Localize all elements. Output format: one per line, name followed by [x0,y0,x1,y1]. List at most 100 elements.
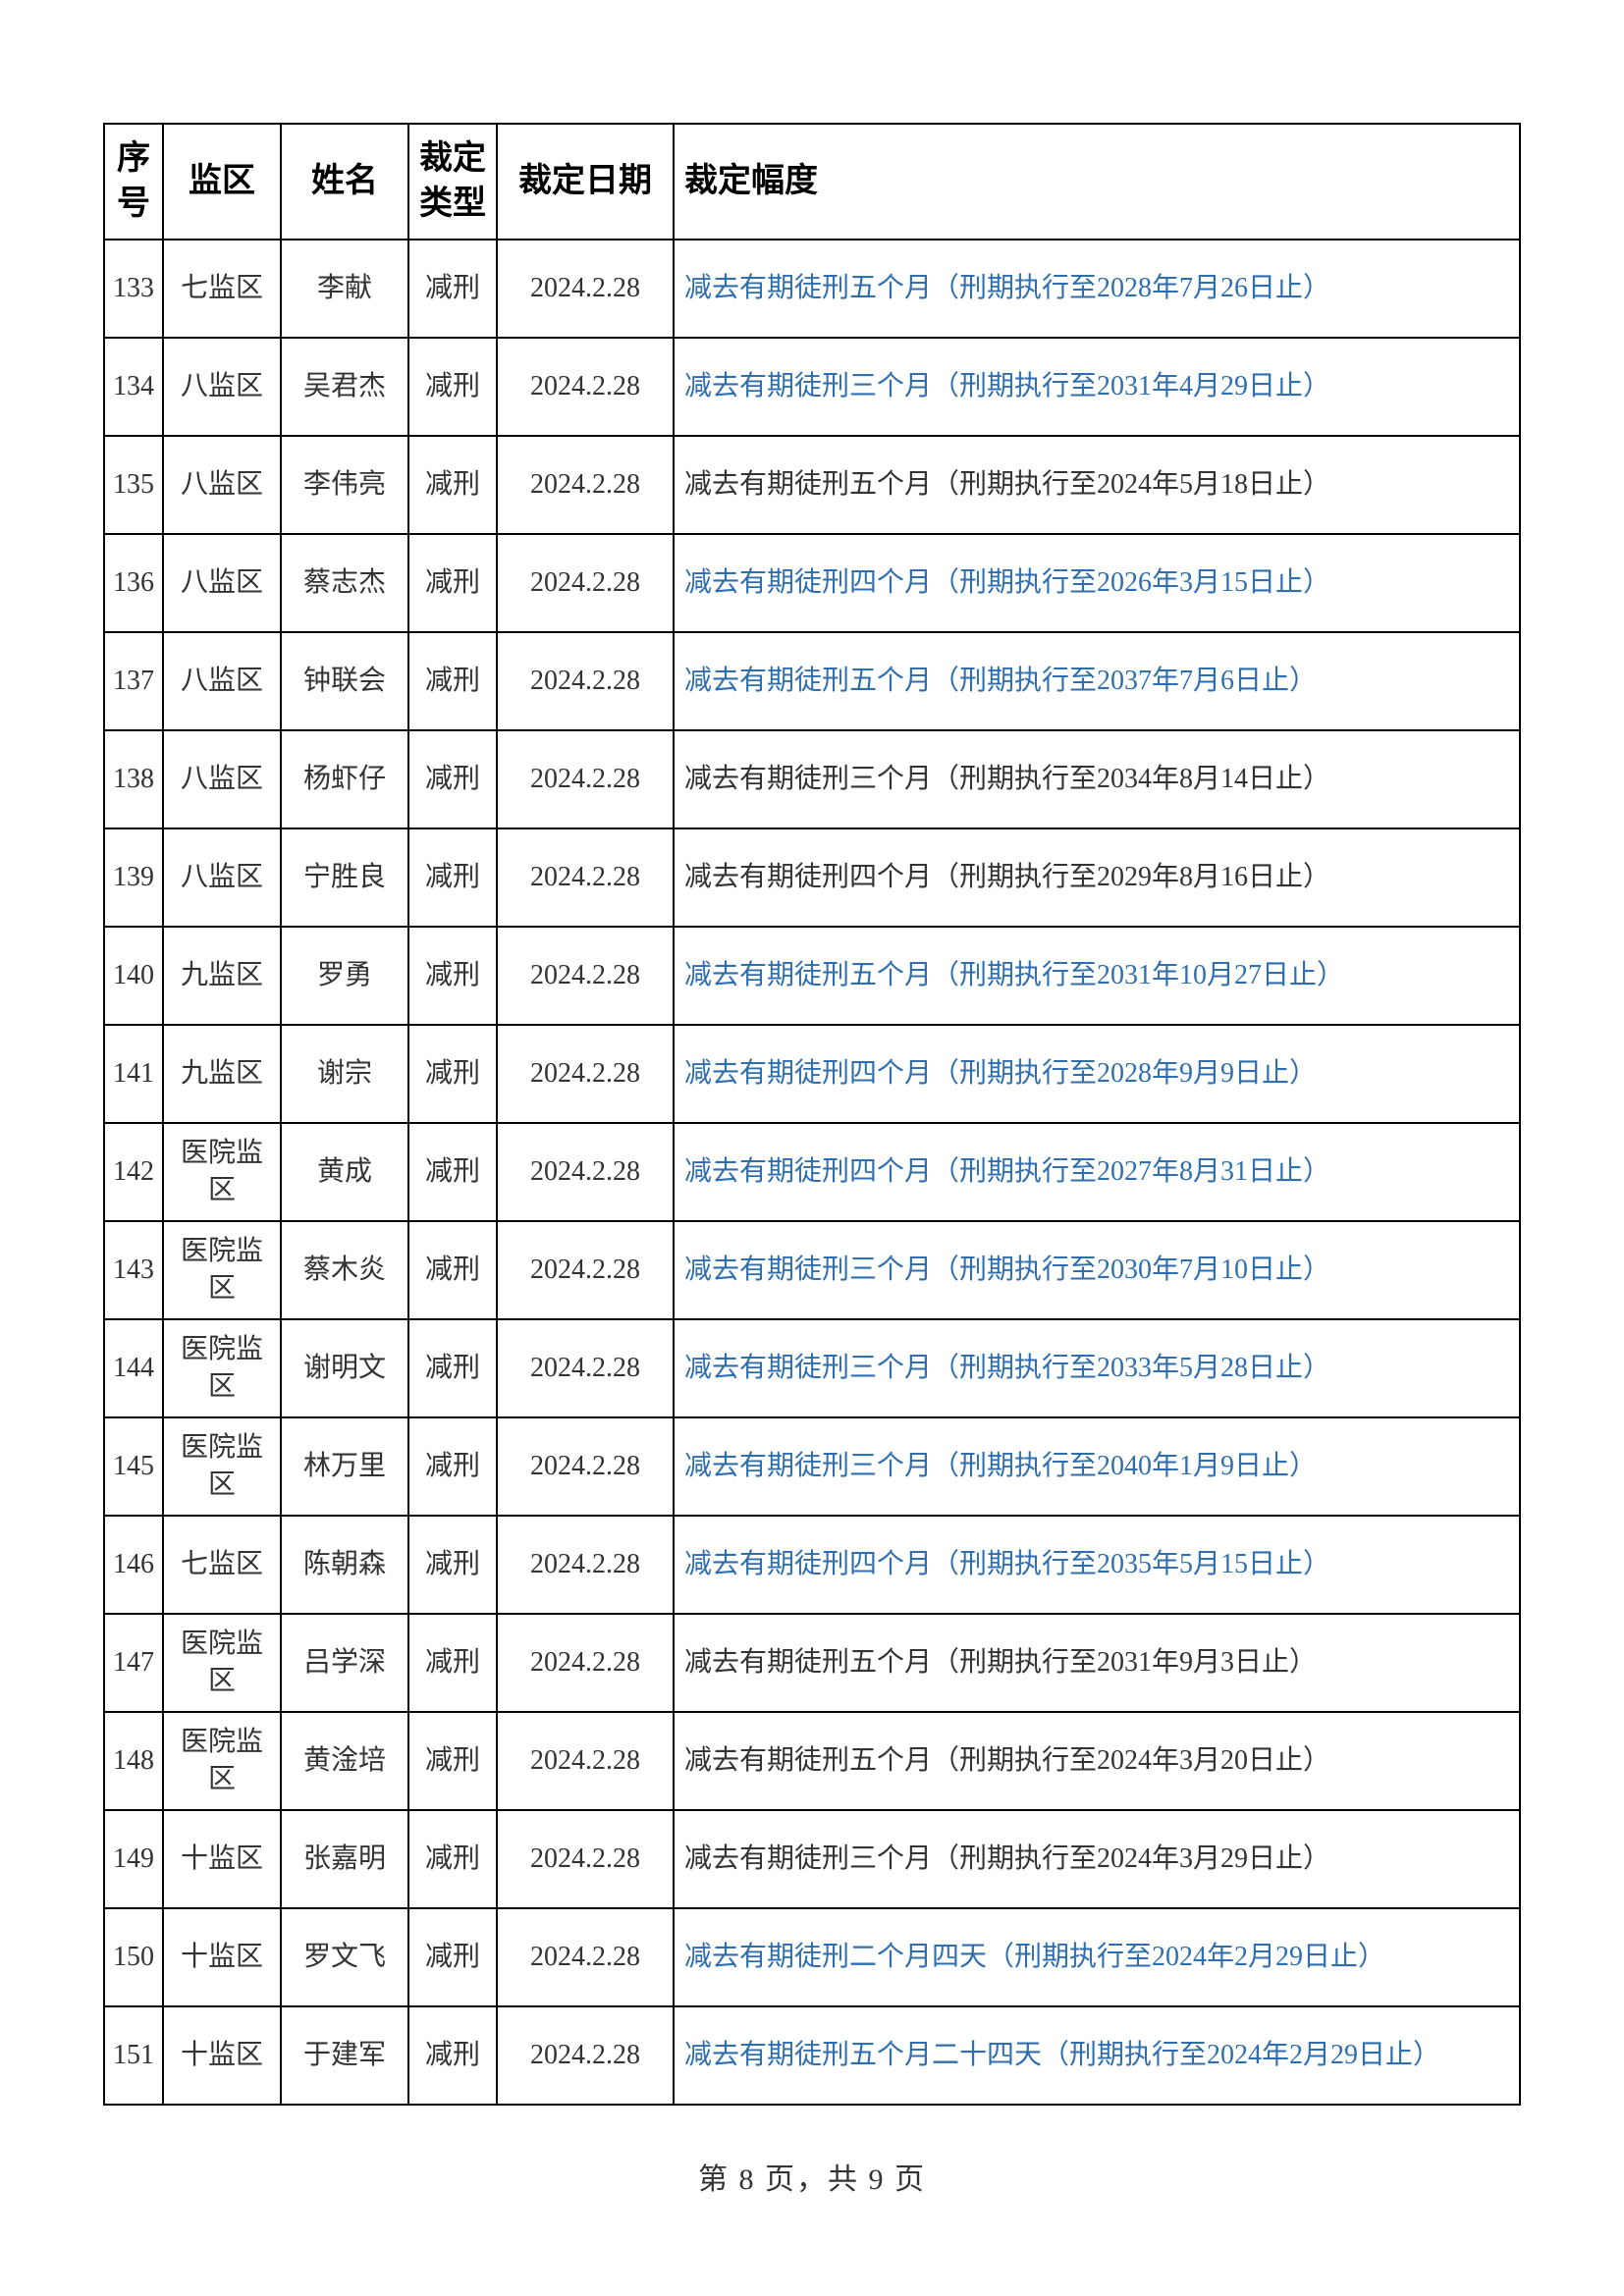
cell-detail[interactable]: 减去有期徒刑二个月四天（刑期执行至2024年2月29日止） [674,1908,1520,2006]
cell-detail: 减去有期徒刑三个月（刑期执行至2024年3月29日止） [674,1810,1520,1908]
cell-name: 钟联会 [281,632,408,730]
table-row: 146七监区陈朝森减刑2024.2.28减去有期徒刑四个月（刑期执行至2035年… [104,1516,1520,1614]
cell-area: 医院监区 [163,1417,281,1516]
cell-type: 减刑 [408,1908,497,2006]
cell-type: 减刑 [408,1123,497,1221]
cell-date: 2024.2.28 [497,1712,674,1810]
cell-detail[interactable]: 减去有期徒刑五个月二十四天（刑期执行至2024年2月29日止） [674,2006,1520,2105]
table-row: 149十监区张嘉明减刑2024.2.28减去有期徒刑三个月（刑期执行至2024年… [104,1810,1520,1908]
cell-date: 2024.2.28 [497,240,674,338]
cell-type: 减刑 [408,338,497,436]
cell-date: 2024.2.28 [497,927,674,1025]
cell-date: 2024.2.28 [497,1417,674,1516]
cell-area: 九监区 [163,1025,281,1123]
cell-type: 减刑 [408,1614,497,1712]
cell-area: 八监区 [163,534,281,632]
cell-date: 2024.2.28 [497,1025,674,1123]
cell-type: 减刑 [408,2006,497,2105]
cell-seq: 140 [104,927,163,1025]
cell-type: 减刑 [408,730,497,828]
cell-name: 张嘉明 [281,1810,408,1908]
table-row: 150十监区罗文飞减刑2024.2.28减去有期徒刑二个月四天（刑期执行至202… [104,1908,1520,2006]
cell-date: 2024.2.28 [497,730,674,828]
cell-seq: 141 [104,1025,163,1123]
cell-detail[interactable]: 减去有期徒刑四个月（刑期执行至2026年3月15日止） [674,534,1520,632]
cell-date: 2024.2.28 [497,436,674,534]
document-page: 序号 监区 姓名 裁定类型 裁定日期 裁定幅度 133七监区李献减刑2024.2… [0,0,1624,2296]
cell-type: 减刑 [408,1712,497,1810]
cell-type: 减刑 [408,436,497,534]
cell-seq: 150 [104,1908,163,2006]
cell-area: 医院监区 [163,1221,281,1319]
cell-detail[interactable]: 减去有期徒刑五个月（刑期执行至2028年7月26日止） [674,240,1520,338]
table-row: 136八监区蔡志杰减刑2024.2.28减去有期徒刑四个月（刑期执行至2026年… [104,534,1520,632]
cell-name: 林万里 [281,1417,408,1516]
cell-type: 减刑 [408,1319,497,1417]
cell-detail[interactable]: 减去有期徒刑五个月（刑期执行至2031年10月27日止） [674,927,1520,1025]
cell-area: 医院监区 [163,1712,281,1810]
header-seq: 序号 [104,124,163,240]
cell-name: 谢明文 [281,1319,408,1417]
table-row: 145医院监区林万里减刑2024.2.28减去有期徒刑三个月（刑期执行至2040… [104,1417,1520,1516]
cell-date: 2024.2.28 [497,1319,674,1417]
cell-date: 2024.2.28 [497,828,674,927]
cell-detail[interactable]: 减去有期徒刑四个月（刑期执行至2035年5月15日止） [674,1516,1520,1614]
cell-seq: 133 [104,240,163,338]
cell-detail: 减去有期徒刑五个月（刑期执行至2031年9月3日止） [674,1614,1520,1712]
cell-area: 七监区 [163,1516,281,1614]
cell-area: 八监区 [163,730,281,828]
cell-area: 十监区 [163,1810,281,1908]
cell-area: 八监区 [163,338,281,436]
cell-type: 减刑 [408,632,497,730]
cell-seq: 139 [104,828,163,927]
cell-name: 吴君杰 [281,338,408,436]
cell-detail[interactable]: 减去有期徒刑五个月（刑期执行至2037年7月6日止） [674,632,1520,730]
table-row: 133七监区李献减刑2024.2.28减去有期徒刑五个月（刑期执行至2028年7… [104,240,1520,338]
cell-type: 减刑 [408,1025,497,1123]
cell-name: 陈朝森 [281,1516,408,1614]
cell-detail: 减去有期徒刑三个月（刑期执行至2034年8月14日止） [674,730,1520,828]
cell-name: 蔡木炎 [281,1221,408,1319]
cell-detail[interactable]: 减去有期徒刑四个月（刑期执行至2027年8月31日止） [674,1123,1520,1221]
cell-seq: 146 [104,1516,163,1614]
cell-seq: 144 [104,1319,163,1417]
cell-seq: 135 [104,436,163,534]
cell-detail[interactable]: 减去有期徒刑三个月（刑期执行至2040年1月9日止） [674,1417,1520,1516]
cell-seq: 143 [104,1221,163,1319]
cell-type: 减刑 [408,927,497,1025]
cell-name: 宁胜良 [281,828,408,927]
table-header-row: 序号 监区 姓名 裁定类型 裁定日期 裁定幅度 [104,124,1520,240]
cell-date: 2024.2.28 [497,1810,674,1908]
header-area: 监区 [163,124,281,240]
cell-date: 2024.2.28 [497,1516,674,1614]
table-row: 142医院监区黄成减刑2024.2.28减去有期徒刑四个月（刑期执行至2027年… [104,1123,1520,1221]
cell-type: 减刑 [408,1221,497,1319]
table-row: 141九监区谢宗减刑2024.2.28减去有期徒刑四个月（刑期执行至2028年9… [104,1025,1520,1123]
cell-area: 八监区 [163,632,281,730]
cell-name: 李献 [281,240,408,338]
cell-detail: 减去有期徒刑五个月（刑期执行至2024年3月20日止） [674,1712,1520,1810]
cell-area: 八监区 [163,436,281,534]
header-name: 姓名 [281,124,408,240]
cell-date: 2024.2.28 [497,1221,674,1319]
cell-detail[interactable]: 减去有期徒刑三个月（刑期执行至2030年7月10日止） [674,1221,1520,1319]
cell-detail[interactable]: 减去有期徒刑三个月（刑期执行至2033年5月28日止） [674,1319,1520,1417]
cell-seq: 148 [104,1712,163,1810]
cell-seq: 151 [104,2006,163,2105]
table-row: 147医院监区吕学深减刑2024.2.28减去有期徒刑五个月（刑期执行至2031… [104,1614,1520,1712]
table-row: 144医院监区谢明文减刑2024.2.28减去有期徒刑三个月（刑期执行至2033… [104,1319,1520,1417]
cell-type: 减刑 [408,828,497,927]
cell-detail: 减去有期徒刑四个月（刑期执行至2029年8月16日止） [674,828,1520,927]
cell-name: 谢宗 [281,1025,408,1123]
cell-detail: 减去有期徒刑五个月（刑期执行至2024年5月18日止） [674,436,1520,534]
cell-area: 医院监区 [163,1123,281,1221]
cell-detail[interactable]: 减去有期徒刑三个月（刑期执行至2031年4月29日止） [674,338,1520,436]
table-body: 133七监区李献减刑2024.2.28减去有期徒刑五个月（刑期执行至2028年7… [104,240,1520,2105]
cell-seq: 136 [104,534,163,632]
cell-seq: 134 [104,338,163,436]
cell-detail[interactable]: 减去有期徒刑四个月（刑期执行至2028年9月9日止） [674,1025,1520,1123]
cell-name: 罗勇 [281,927,408,1025]
cell-type: 减刑 [408,1810,497,1908]
table-row: 140九监区罗勇减刑2024.2.28减去有期徒刑五个月（刑期执行至2031年1… [104,927,1520,1025]
cell-type: 减刑 [408,1516,497,1614]
